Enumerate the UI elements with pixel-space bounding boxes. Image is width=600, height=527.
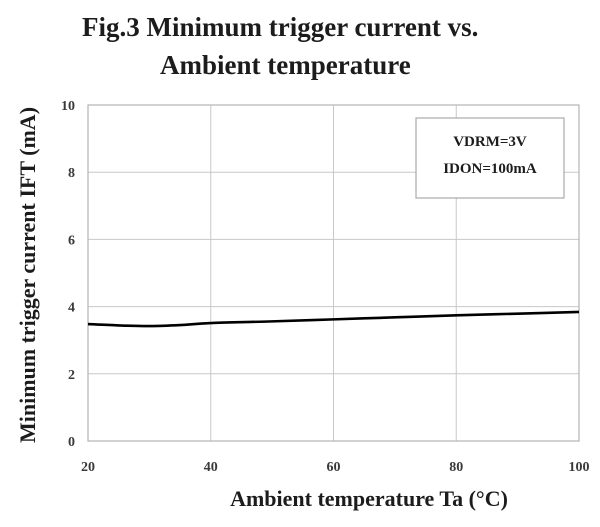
y-tick-label: 6 — [68, 233, 75, 248]
y-tick-label: 4 — [68, 301, 75, 316]
y-tick-label: 2 — [68, 368, 75, 383]
plot-frame — [87, 104, 580, 442]
x-axis-label: Ambient temperature Ta (°C) — [230, 486, 508, 511]
annotation-line-vdrm: VDRM=3V — [453, 134, 527, 150]
x-tick-label: 40 — [204, 460, 218, 475]
y-axis-label: Minimum trigger current IFT (mA) — [15, 107, 40, 443]
chart-title-line-1: Fig.3 Minimum trigger current vs. — [82, 12, 478, 42]
series-line-ift — [87, 310, 580, 328]
y-tick-labels: 0 2 4 6 8 10 — [61, 99, 75, 450]
x-tick-label: 80 — [449, 460, 463, 475]
annotation-line-idon: IDON=100mA — [443, 161, 537, 177]
x-tick-label: 20 — [81, 460, 95, 475]
x-tick-labels: 20 40 60 80 100 — [81, 460, 590, 475]
x-tick-label: 60 — [327, 460, 341, 475]
series — [87, 310, 580, 328]
y-tick-label: 10 — [61, 99, 75, 114]
chart-title-line-2: Ambient temperature — [160, 50, 411, 80]
y-tick-label: 8 — [68, 166, 75, 181]
annotation-box — [415, 117, 565, 199]
x-tick-label: 100 — [569, 460, 590, 475]
y-tick-label: 0 — [68, 435, 75, 450]
